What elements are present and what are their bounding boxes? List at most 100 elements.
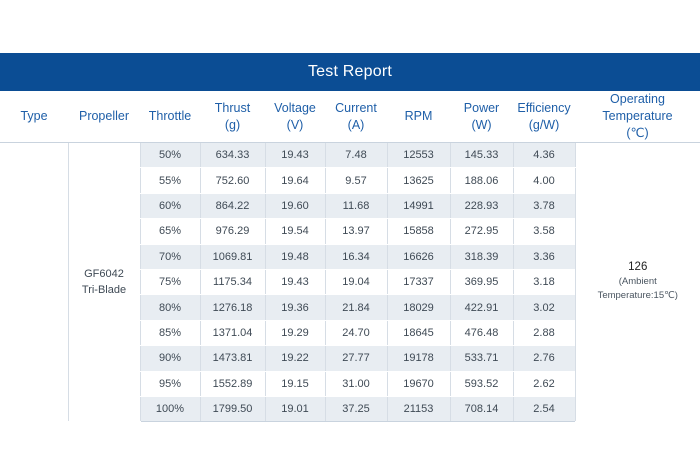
propeller-model: GF6042: [84, 268, 124, 281]
header-temperature: Operating Temperature (℃): [575, 91, 700, 143]
header-temperature-line1: Operating: [610, 92, 665, 106]
header-voltage: Voltage (V): [265, 91, 325, 143]
cell-throttle: 95%: [139, 371, 200, 397]
cell-power: 533.71: [449, 345, 513, 372]
header-voltage-unit: (V): [286, 117, 304, 132]
cell-throttle: 50%: [139, 142, 200, 169]
test-report-table: Type Propeller Throttle Thrust (g) Volta…: [0, 91, 700, 423]
cell-rpm: 19670: [386, 371, 450, 397]
cell-thrust: 864.22: [199, 193, 265, 220]
cell-power: 476.48: [449, 320, 513, 347]
cell-voltage: 19.29: [264, 320, 325, 347]
type-cell: [0, 142, 68, 423]
propeller-cell: GF6042 Tri-Blade: [67, 142, 140, 423]
cell-thrust: 1799.50: [199, 396, 265, 423]
table-row: 75% 1175.34 19.43 19.04 17337 369.95 3.18: [0, 269, 700, 296]
cell-voltage: 19.43: [264, 269, 325, 296]
cell-throttle: 80%: [139, 294, 200, 321]
cell-throttle: 85%: [139, 320, 200, 347]
header-propeller: Propeller: [68, 91, 140, 143]
cell-voltage: 19.54: [264, 218, 325, 245]
cell-current: 24.70: [324, 320, 387, 347]
cell-efficiency: 3.58: [512, 218, 575, 245]
cell-thrust: 1276.18: [199, 294, 265, 321]
report-title-bar: Test Report: [0, 53, 700, 91]
cell-throttle: 70%: [139, 244, 200, 270]
cell-efficiency: 2.76: [512, 345, 575, 372]
cell-power: 145.33: [449, 142, 513, 169]
cell-thrust: 976.29: [199, 218, 265, 245]
cell-thrust: 1069.81: [199, 244, 265, 270]
cell-throttle: 60%: [139, 193, 200, 220]
cell-current: 11.68: [324, 193, 387, 220]
cell-throttle: 75%: [139, 269, 200, 296]
cell-voltage: 19.64: [264, 167, 325, 194]
cell-voltage: 19.01: [264, 396, 325, 423]
table-row: 100% 1799.50 19.01 37.25 21153 708.14 2.54: [0, 396, 700, 423]
cell-current: 16.34: [324, 244, 387, 270]
table-row: GF6042 Tri-Blade 50% 634.33 19.43 7.48 12553 14…: [0, 142, 700, 423]
header-current-label: Current: [335, 100, 377, 115]
header-temperature-unit: (℃): [626, 126, 649, 140]
cell-voltage: 19.43: [264, 142, 325, 169]
cell-current: 27.77: [324, 345, 387, 372]
cell-rpm: 21153: [386, 396, 450, 423]
cell-rpm: 14991: [386, 193, 450, 220]
table-row: 90% 1473.81 19.22 27.77 19178 533.71 2.76: [0, 345, 700, 372]
test-report: Test Report Type Propeller Throttle Thru…: [0, 53, 700, 423]
cell-power: 272.95: [449, 218, 513, 245]
header-row: Type Propeller Throttle Thrust (g) Volta…: [0, 91, 700, 143]
header-type: Type: [0, 91, 68, 143]
cell-efficiency: 3.02: [512, 294, 575, 321]
cell-throttle: 55%: [139, 167, 200, 194]
cell-thrust: 1473.81: [199, 345, 265, 372]
cell-power: 188.06: [449, 167, 513, 194]
cell-rpm: 19178: [386, 345, 450, 372]
cell-current: 13.97: [324, 218, 387, 245]
header-efficiency-unit: (g/W): [528, 117, 560, 132]
cell-efficiency: 2.54: [512, 396, 575, 423]
propeller-blade-type: Tri-Blade: [81, 284, 127, 297]
header-power: Power (W): [450, 91, 513, 143]
cell-power: 708.14: [449, 396, 513, 423]
cell-efficiency: 4.36: [512, 142, 575, 169]
table-row: 80% 1276.18 19.36 21.84 18029 422.91 3.02: [0, 294, 700, 321]
cell-power: 422.91: [449, 294, 513, 321]
cell-thrust: 1552.89: [199, 371, 265, 397]
header-efficiency-label: Efficiency: [517, 100, 571, 115]
cell-thrust: 1175.34: [199, 269, 265, 296]
operating-temperature-cell: 126 (Ambient Temperature:15℃): [574, 142, 700, 423]
table-row: 95% 1552.89 19.15 31.00 19670 593.52 2.62: [0, 371, 700, 397]
header-throttle: Throttle: [140, 91, 200, 143]
table-row: 65% 976.29 19.54 13.97 15858 272.95 3.58: [0, 218, 700, 245]
header-efficiency: Efficiency (g/W): [513, 91, 575, 143]
cell-rpm: 18645: [386, 320, 450, 347]
header-voltage-label: Voltage: [274, 100, 316, 115]
cell-throttle: 100%: [139, 396, 200, 423]
cell-voltage: 19.15: [264, 371, 325, 397]
table-row: 85% 1371.04 19.29 24.70 18645 476.48 2.88: [0, 320, 700, 347]
table-row: 60% 864.22 19.60 11.68 14991 228.93 3.78: [0, 193, 700, 220]
header-current: Current (A): [325, 91, 387, 143]
cell-power: 228.93: [449, 193, 513, 220]
propeller-name: GF6042 Tri-Blade: [69, 266, 140, 298]
cell-rpm: 15858: [386, 218, 450, 245]
cell-efficiency: 3.18: [512, 269, 575, 296]
header-power-label: Power: [463, 100, 500, 115]
cell-efficiency: 4.00: [512, 167, 575, 194]
operating-temperature-value: 126: [628, 261, 648, 274]
table-row: 55% 752.60 19.64 9.57 13625 188.06 4.00: [0, 167, 700, 194]
cell-efficiency: 2.62: [512, 371, 575, 397]
cell-power: 369.95: [449, 269, 513, 296]
header-current-unit: (A): [347, 117, 365, 132]
header-thrust: Thrust (g): [200, 91, 265, 143]
cell-efficiency: 2.88: [512, 320, 575, 347]
report-table-body: GF6042 Tri-Blade 50% 634.33 19.43 7.48 12553 14…: [0, 142, 700, 423]
cell-efficiency: 3.78: [512, 193, 575, 220]
cell-thrust: 1371.04: [199, 320, 265, 347]
cell-rpm: 12553: [386, 142, 450, 169]
cell-rpm: 18029: [386, 294, 450, 321]
header-temperature-line2: Temperature: [602, 109, 673, 123]
ambient-temperature-note-line1: (Ambient: [618, 276, 657, 288]
cell-current: 19.04: [324, 269, 387, 296]
